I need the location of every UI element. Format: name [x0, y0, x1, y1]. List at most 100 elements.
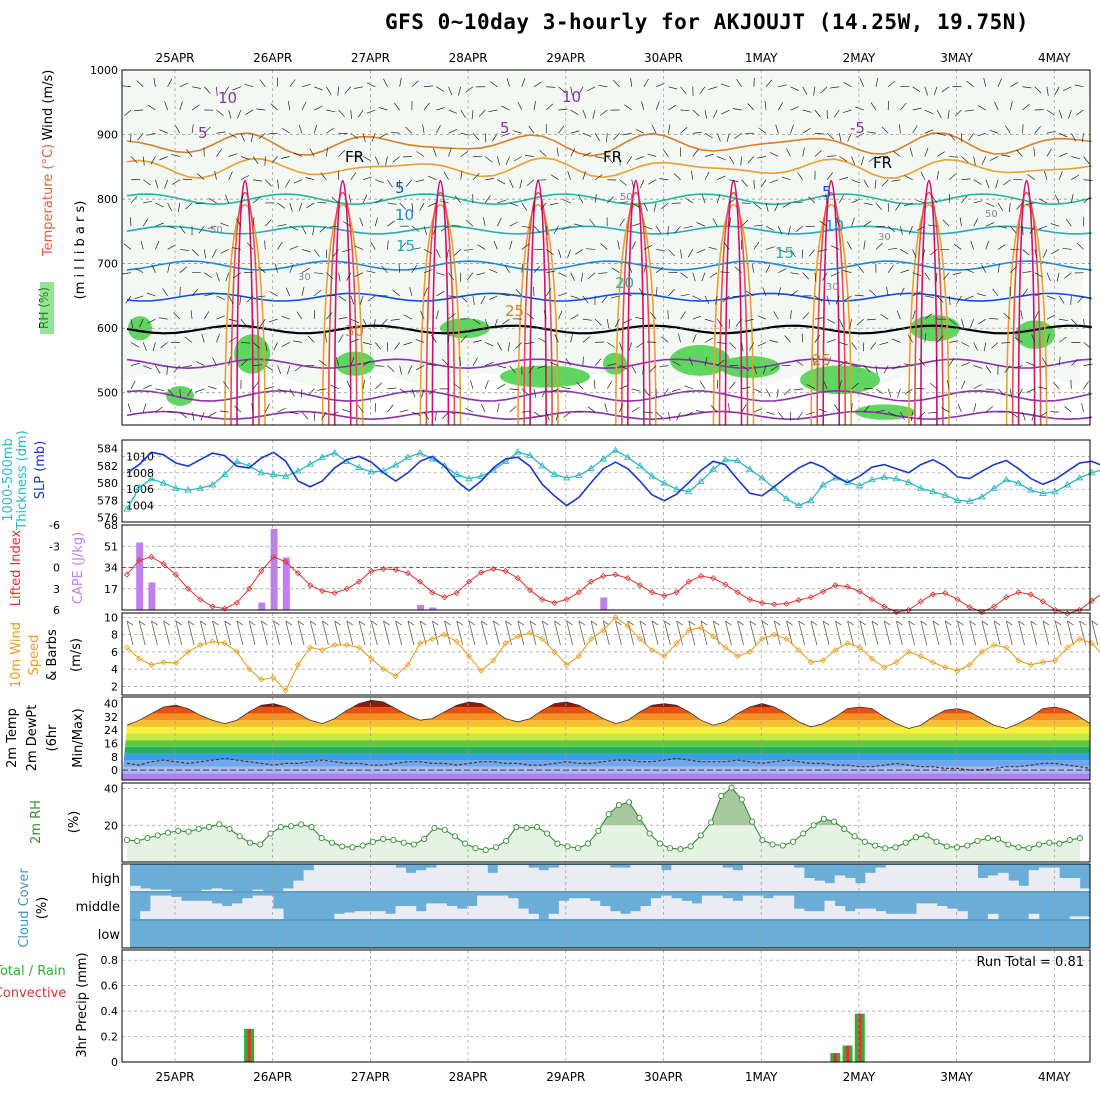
wind-speed-point: [624, 622, 631, 630]
wind-barb: [891, 338, 901, 343]
rh-point: [523, 824, 530, 832]
wind-barb: [399, 202, 407, 210]
wind-barb: [258, 132, 266, 140]
wind-speed-point: [404, 661, 411, 668]
temperature-legend-label: Temperature (°C): [41, 144, 56, 257]
wind-barb: [598, 84, 608, 88]
wind-barb: [985, 365, 992, 374]
wind-barb: [741, 365, 750, 371]
wind-barb: [326, 312, 333, 320]
wind-barb: [863, 202, 873, 206]
lifted-index-point: [893, 609, 900, 616]
wind-barb: [997, 78, 1002, 87]
wind-barb: [533, 225, 541, 233]
wind-barb: [297, 620, 305, 646]
lifted-index-point: [478, 569, 485, 576]
wind-barb: [997, 263, 1000, 273]
lifted-index-point: [673, 589, 680, 596]
temp-line: [126, 699, 1091, 729]
wind-barb: [277, 365, 282, 375]
rh-point: [800, 830, 807, 837]
panel-bg: [122, 613, 1090, 695]
temperature-loop: [920, 179, 938, 426]
wind-barb: [631, 365, 637, 374]
lifted-index-point: [233, 599, 240, 606]
wind-speed-point: [661, 653, 668, 660]
wind-barb: [765, 264, 771, 273]
wind-barb: [197, 173, 205, 180]
lifted-index-point: [258, 567, 265, 575]
wind-barb: [301, 226, 307, 235]
wind-barb: [381, 265, 388, 273]
wind-barb: [887, 202, 890, 212]
temp-color-band: [122, 740, 1090, 747]
temperature-loop: [712, 203, 755, 426]
wind-barb: [186, 149, 193, 157]
precip-legend-conv: Convective: [0, 986, 66, 1001]
wind-barb-flag: [664, 620, 671, 626]
wind-barb: [651, 620, 659, 646]
contour-label: 10: [562, 88, 581, 106]
wind-barb: [801, 333, 804, 343]
cape-bar: [136, 542, 144, 610]
wind-barb: [554, 333, 559, 343]
wind-barb: [480, 403, 486, 413]
wind-barb: [720, 271, 730, 274]
wind-barb-flag: [383, 620, 390, 626]
wind-barb: [833, 109, 840, 118]
wind-barb: [472, 340, 482, 343]
wind-barb: [545, 226, 548, 236]
wind-barb: [472, 173, 480, 180]
wind-barb: [464, 407, 474, 413]
rh-point: [287, 823, 295, 830]
cloud-cell: [477, 865, 488, 891]
wind-barb: [1008, 202, 1011, 212]
wind-barb: [252, 217, 255, 227]
cloud-cell: [558, 865, 570, 891]
temp-label-1: 2m Temp: [5, 708, 20, 768]
wind-barb: [317, 388, 327, 391]
wind-barb: [899, 124, 901, 134]
cloud-cell: [548, 867, 560, 891]
wind-barb: [225, 272, 230, 282]
wind-barb-flag: [444, 620, 451, 626]
wind-barb: [578, 86, 584, 96]
wind-barb: [883, 365, 889, 374]
panel-frame: [121, 863, 1091, 949]
cloud-cell: [824, 883, 836, 891]
wind-barb: [191, 124, 194, 134]
wind-barb: [953, 244, 962, 250]
wind-barb: [179, 388, 181, 398]
wind-barb: [843, 295, 852, 301]
cloud-cell: [528, 867, 539, 891]
wind-barb-flag: [395, 620, 402, 626]
wind-barb: [273, 342, 278, 351]
thickness-point: [965, 497, 974, 504]
contour-label: FR: [873, 154, 892, 172]
wind-barb: [643, 263, 647, 273]
y-tick-label: 32: [104, 711, 118, 724]
wind-barb: [313, 310, 316, 320]
cloud-cell: [252, 889, 264, 891]
thickness-point: [172, 484, 180, 491]
y-tick-label-right: 1004: [126, 500, 154, 513]
wind-barb: [280, 156, 290, 159]
thickness-line: [126, 449, 1100, 510]
temperature-loop: [718, 191, 749, 426]
y-tick-label: 584: [97, 443, 118, 456]
lifted-index-point: [380, 565, 387, 572]
panel-bg: [122, 440, 1090, 522]
wind-barb: [839, 318, 844, 328]
wind-barb: [846, 241, 852, 250]
temperature-contour: [126, 156, 1092, 179]
wind-barb-flag: [615, 620, 622, 626]
wind-barb: [195, 388, 205, 393]
wind-barb: [398, 263, 401, 273]
wind-barb: [1065, 218, 1072, 227]
rh-point: [298, 821, 305, 828]
wind-barb: [216, 315, 225, 320]
wind-barb: [643, 411, 653, 414]
wind-barb: [451, 225, 461, 227]
wind-barb: [497, 179, 506, 185]
wind-speed-point: [942, 664, 949, 671]
